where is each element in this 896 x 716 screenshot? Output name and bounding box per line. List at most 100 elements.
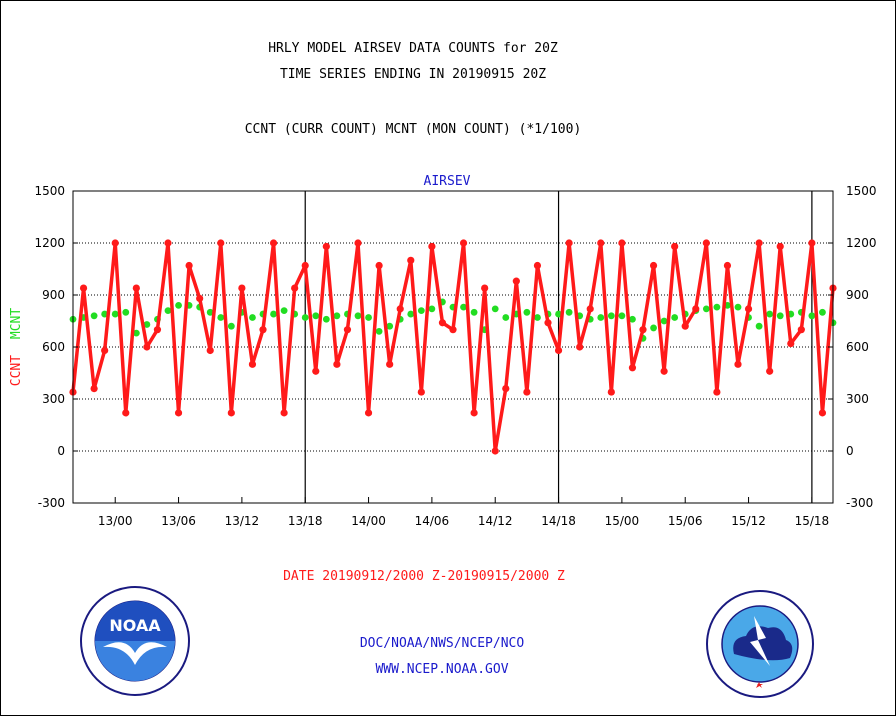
url-label: WWW.NCEP.NOAA.GOV: [375, 662, 508, 677]
point-mcnt: [122, 308, 130, 316]
point-mcnt: [227, 322, 235, 330]
point-ccnt: [90, 385, 98, 393]
y-tick-label-right: 900: [846, 288, 869, 302]
point-ccnt: [280, 409, 288, 417]
point-ccnt: [639, 326, 647, 334]
y-tick-label-left: 1500: [34, 184, 65, 198]
noaa-logo-text: NOAA: [109, 616, 161, 635]
point-mcnt: [660, 317, 668, 325]
y-tick-label-left: 0: [57, 444, 65, 458]
point-mcnt: [428, 305, 436, 313]
point-ccnt: [217, 239, 225, 247]
point-ccnt: [343, 326, 352, 334]
y-tick-label-left: 900: [42, 288, 65, 302]
ylabel-mcnt: MCNT: [9, 308, 24, 339]
chart-title: AIRSEV: [424, 174, 471, 189]
point-ccnt: [322, 242, 330, 251]
tick-layer: -300 -300 0 0 300 300 600 600 900 900 1200 1200 1500…: [34, 184, 876, 528]
point-ccnt: [618, 239, 626, 247]
y-tick-label-right: 1200: [846, 236, 877, 250]
y-tick-label-right: -300: [846, 496, 873, 510]
header-line-3: CCNT (CURR COUNT) MCNT (MON COUNT) (*1/1…: [245, 122, 582, 137]
nws-logo: [706, 590, 814, 698]
point-mcnt: [111, 310, 119, 318]
point-mcnt: [386, 322, 394, 330]
point-ccnt: [808, 239, 816, 247]
point-ccnt: [544, 319, 552, 327]
org-label: DOC/NOAA/NWS/NCEP/NCO: [360, 636, 525, 651]
y-tick-label-right: 300: [846, 392, 869, 406]
point-ccnt: [79, 284, 88, 292]
point-ccnt: [776, 242, 784, 251]
point-ccnt: [681, 322, 689, 330]
date-range-label: DATE 20190912/2000 Z-20190915/2000 Z: [283, 569, 565, 584]
point-mcnt: [819, 308, 826, 316]
point-mcnt: [618, 312, 626, 320]
point-mcnt: [470, 308, 478, 316]
x-tick-label: 14/12: [478, 514, 513, 528]
point-ccnt: [660, 367, 668, 375]
point-mcnt: [375, 328, 383, 335]
point-mcnt: [460, 303, 467, 311]
point-ccnt: [523, 388, 531, 396]
point-mcnt: [766, 310, 774, 318]
point-mcnt: [776, 312, 784, 320]
x-tick-label: 14/18: [541, 514, 576, 528]
point-ccnt: [692, 305, 700, 313]
point-ccnt: [787, 339, 795, 348]
point-mcnt: [90, 312, 98, 320]
point-mcnt: [534, 314, 541, 321]
point-mcnt: [808, 312, 816, 320]
point-mcnt: [734, 303, 742, 311]
x-tick-label: 13/12: [225, 514, 260, 528]
point-mcnt: [755, 322, 763, 330]
point-ccnt: [143, 343, 151, 351]
point-ccnt: [597, 239, 605, 247]
point-ccnt: [428, 242, 436, 251]
series-layer: [69, 239, 837, 455]
point-ccnt: [196, 294, 204, 303]
point-ccnt: [586, 305, 594, 313]
point-mcnt: [607, 312, 615, 320]
point-ccnt: [755, 239, 763, 247]
point-mcnt: [206, 308, 214, 316]
point-mcnt: [249, 314, 256, 321]
point-ccnt: [481, 284, 489, 292]
point-mcnt: [702, 305, 710, 313]
point-mcnt: [407, 310, 415, 318]
y-tick-label-right: 600: [846, 340, 869, 354]
point-ccnt: [132, 284, 140, 292]
point-mcnt: [132, 329, 140, 337]
point-mcnt: [417, 307, 425, 314]
point-ccnt: [375, 261, 383, 270]
point-ccnt: [628, 364, 637, 372]
point-ccnt: [607, 388, 615, 396]
point-ccnt: [101, 346, 109, 355]
x-tick-label: 15/00: [605, 514, 640, 528]
point-ccnt: [723, 261, 732, 270]
ylabel-ccnt: CCNT: [9, 355, 24, 386]
plot-border: [72, 190, 834, 504]
y-axis-label: CCNT MCNT: [9, 308, 24, 387]
point-ccnt: [111, 239, 119, 247]
point-mcnt: [217, 314, 225, 321]
point-ccnt: [227, 409, 235, 417]
point-ccnt: [533, 261, 542, 270]
point-ccnt: [713, 388, 721, 396]
point-ccnt: [417, 388, 425, 396]
x-tick-label: 14/06: [415, 514, 450, 528]
x-tick-label: 13/06: [161, 514, 196, 528]
point-mcnt: [565, 308, 573, 316]
point-mcnt: [523, 308, 531, 316]
point-mcnt: [491, 305, 499, 313]
point-mcnt: [597, 314, 605, 321]
point-ccnt: [291, 284, 299, 292]
point-ccnt: [502, 385, 510, 393]
point-mcnt: [301, 314, 309, 321]
point-ccnt: [185, 261, 193, 270]
point-ccnt: [438, 319, 447, 327]
point-ccnt: [734, 360, 742, 368]
point-ccnt: [238, 284, 246, 292]
header-line-2: TIME SERIES ENDING IN 20190915 20Z: [280, 67, 546, 82]
